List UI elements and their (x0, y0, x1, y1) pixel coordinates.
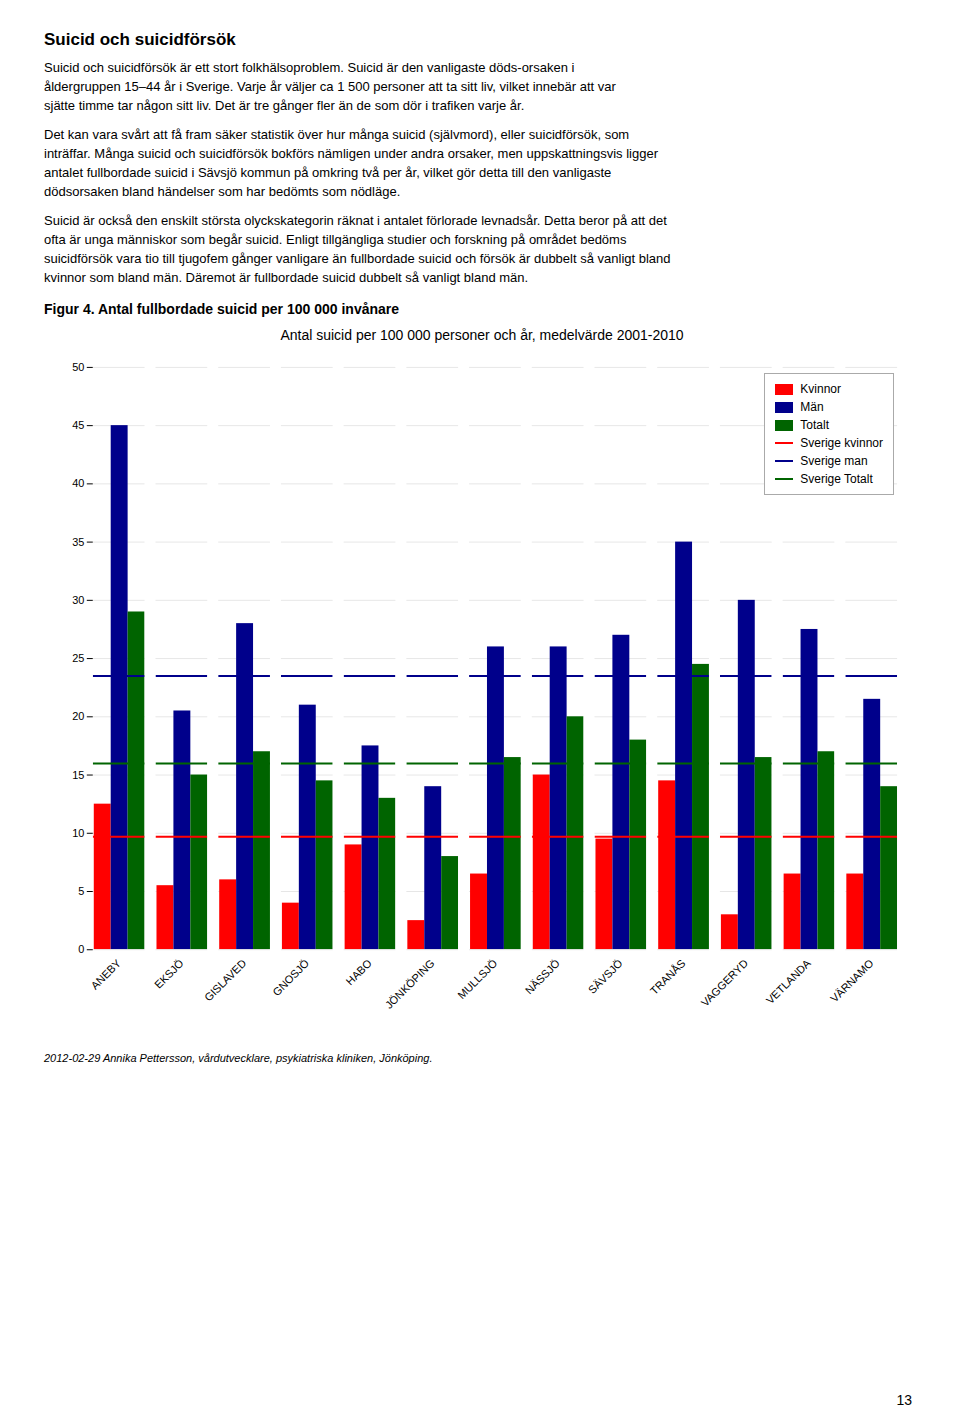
html-text:sjätte timme tar någon sitt li: sjätte timme tar någon sitt liv. Det är … (44, 98, 525, 113)
html-text:åldergruppen 15–44 år i Sverig: åldergruppen 15–44 år i Sverige. Varje å… (44, 79, 616, 94)
html-text:inträffar. Många suicid och su: inträffar. Många suicid och suicidförsök… (44, 146, 658, 161)
svg-text:VÄRNAMO: VÄRNAMO (828, 957, 876, 1005)
html-text:Suicid och suicidförsök är ett: Suicid och suicidförsök är ett stort fol… (44, 60, 575, 75)
svg-text:NÄSSJÖ: NÄSSJÖ (523, 957, 562, 996)
html-text:Det kan vara svårt att få fram: Det kan vara svårt att få fram säker sta… (44, 127, 630, 142)
html-text:Sverige Totalt: Sverige Totalt (800, 472, 873, 486)
svg-text:ANEBY: ANEBY (88, 956, 123, 991)
svg-text:20: 20 (72, 710, 84, 722)
html-text:antalet fullbordade suicid i S: antalet fullbordade suicid i Sävsjö komm… (44, 165, 612, 180)
svg-text:GISLAVED: GISLAVED (202, 957, 249, 1004)
svg-text:JÖNKÖPING: JÖNKÖPING (383, 957, 437, 1011)
svg-text:35: 35 (72, 536, 84, 548)
html-text:Totalt: Totalt (800, 418, 829, 432)
svg-text:GNOSJÖ: GNOSJÖ (270, 957, 311, 998)
svg-text:10: 10 (72, 827, 84, 839)
html-text:kvinnor som bland män. Däremot: kvinnor som bland män. Däremot är fullbo… (44, 270, 529, 285)
svg-text:15: 15 (72, 769, 84, 781)
html-text:suicidförsök vara tio till tju: suicidförsök vara tio till tjugofem gång… (44, 251, 671, 266)
svg-text:EKSJÖ: EKSJÖ (152, 957, 186, 991)
svg-text:VETLANDA: VETLANDA (764, 956, 814, 1006)
html-text:2012-02-29 Annika Pettersson,: 2012-02-29 Annika Pettersson, vårdutveck… (44, 1051, 433, 1064)
svg-text:MULLSJÖ: MULLSJÖ (455, 957, 499, 1001)
svg-text:40: 40 (72, 477, 84, 489)
svg-text:30: 30 (72, 594, 84, 606)
html-text:Sverige man: Sverige man (800, 454, 868, 468)
html-text:Män: Män (800, 400, 824, 414)
html-text:Kvinnor: Kvinnor (800, 382, 841, 396)
html-text:dödsorsaken bland händelser so: dödsorsaken bland händelser som har bedö… (44, 184, 401, 199)
svg-text:0: 0 (78, 943, 84, 955)
svg-text:5: 5 (78, 885, 84, 897)
html-text:Sverige kvinnor: Sverige kvinnor (800, 436, 883, 450)
svg-text:VAGGERYD: VAGGERYD (699, 957, 751, 1009)
html-text:Suicid och suicidförsök: Suicid och suicidförsök (44, 30, 236, 49)
svg-text:HABO: HABO (343, 957, 373, 987)
svg-text:25: 25 (72, 652, 84, 664)
html-text:Antal suicid per 100 000 perso: Antal suicid per 100 000 personer och år… (280, 327, 684, 343)
svg-text:SÄVSJÖ: SÄVSJÖ (586, 957, 625, 996)
svg-text:TRANÅS: TRANÅS (648, 957, 688, 997)
html-text:Suicid är också den enskilt st: Suicid är också den enskilt största olyc… (44, 213, 667, 228)
svg-text:45: 45 (72, 419, 84, 431)
html-text:ofta är unga människor som beg: ofta är unga människor som begår suicid.… (44, 232, 627, 247)
svg-text:50: 50 (72, 361, 84, 373)
html-text:Figur 4. Antal fullbordade sui: Figur 4. Antal fullbordade suicid per 10… (44, 301, 399, 317)
html-text:13: 13 (896, 1392, 912, 1408)
